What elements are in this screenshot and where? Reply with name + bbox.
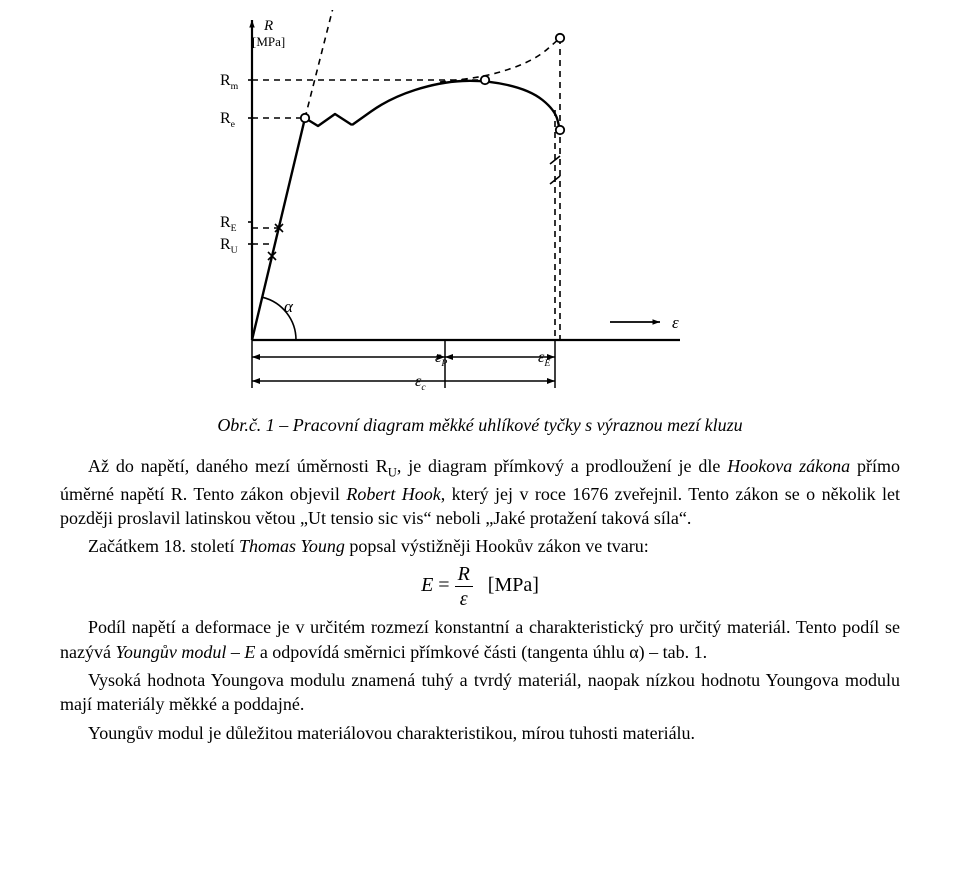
paragraph-4: Vysoká hodnota Youngova modulu znamená t… bbox=[60, 668, 900, 717]
svg-text:εc: εc bbox=[415, 373, 426, 393]
svg-text:α: α bbox=[284, 297, 294, 316]
svg-text:Rm: Rm bbox=[220, 72, 239, 92]
young-modulus-formula: E = R ε [MPa] bbox=[60, 564, 900, 609]
svg-text:RU: RU bbox=[220, 236, 238, 256]
paragraph-3: Podíl napětí a deformace je v určitém ro… bbox=[60, 615, 900, 664]
paragraph-5: Youngův modul je důležitou materiálovou … bbox=[60, 721, 900, 745]
stress-strain-diagram: R[MPa]RmReRERUαεεPεEεc bbox=[140, 10, 700, 405]
svg-text:R: R bbox=[263, 18, 273, 34]
paragraph-2: Začátkem 18. století Thomas Young popsal… bbox=[60, 534, 900, 558]
svg-text:[MPa]: [MPa] bbox=[252, 34, 285, 49]
svg-text:ε: ε bbox=[672, 313, 679, 332]
svg-text:Re: Re bbox=[220, 110, 235, 130]
svg-text:RE: RE bbox=[220, 214, 237, 234]
paragraph-1: Až do napětí, daného mezí úměrnosti RU, … bbox=[60, 454, 900, 530]
figure-caption: Obr.č. 1 – Pracovní diagram měkké uhlíko… bbox=[60, 415, 900, 436]
svg-text:εE: εE bbox=[538, 349, 550, 369]
